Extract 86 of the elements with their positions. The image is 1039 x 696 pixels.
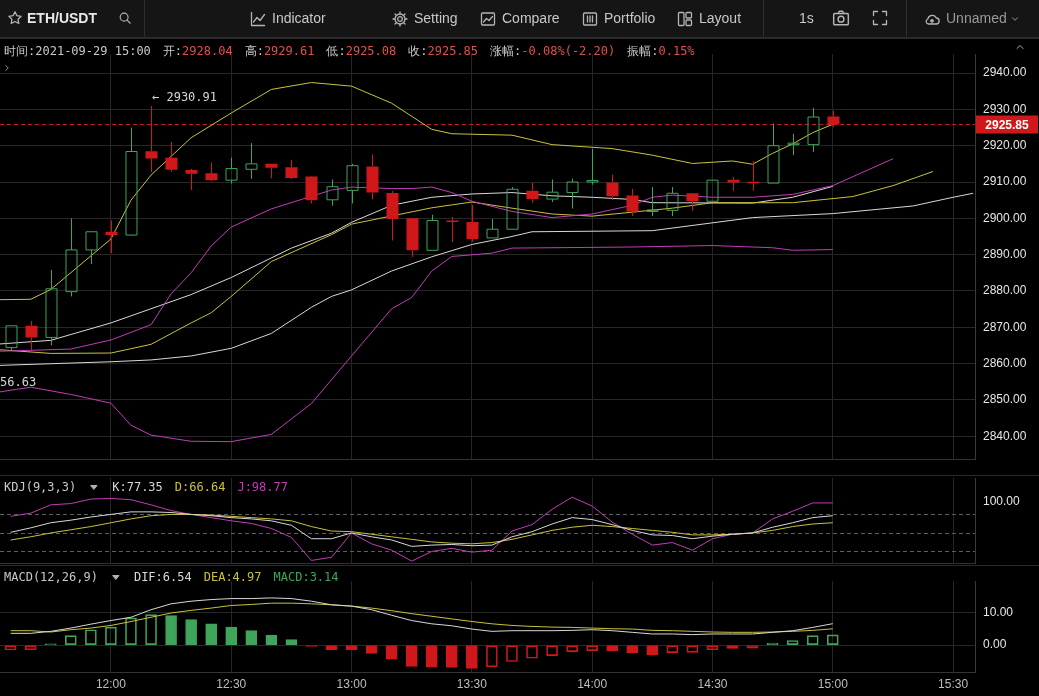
y-tick-label: 10.00 (983, 604, 1014, 619)
text: MACD:3.14 (273, 570, 339, 584)
candlestick (305, 176, 318, 204)
y-tick-label: 2900.00 (983, 210, 1027, 225)
annotation: 56.63 (0, 375, 37, 389)
y-tick-label: 0.00 (983, 637, 1007, 652)
candlestick (366, 153, 379, 200)
candlestick (646, 186, 659, 217)
x-tick-label: 15:00 (817, 676, 849, 691)
candlestick (606, 174, 619, 201)
bar (405, 645, 418, 667)
bar (445, 645, 458, 668)
y-tick-label: 2920.00 (983, 138, 1027, 153)
annotation: ← 2930.91 (152, 90, 218, 104)
bar (165, 615, 177, 645)
candlestick (5, 325, 18, 352)
candlestick (326, 178, 339, 207)
candlestick (386, 190, 399, 241)
ref-line-label: 2925.85 (985, 117, 1030, 132)
candlestick (787, 133, 800, 156)
series-label: D:66.64 (174, 480, 226, 494)
candlestick (686, 193, 699, 212)
bar (345, 645, 358, 651)
text: Portfolio (604, 10, 656, 26)
y-tick-label: 2910.00 (983, 174, 1027, 189)
x-tick-label: 13:30 (456, 676, 488, 691)
bar (285, 639, 298, 645)
candlestick (586, 148, 599, 186)
candlestick (45, 269, 58, 346)
x-tick-label: 13:00 (336, 676, 367, 691)
candlestick (506, 186, 519, 230)
candlestick (25, 320, 38, 352)
candlestick (165, 141, 178, 173)
candlestick (205, 161, 218, 181)
text: J:98.77 (237, 480, 288, 494)
candlestick (466, 204, 479, 243)
bar (425, 645, 438, 668)
candlestick (65, 217, 78, 297)
bar (325, 645, 338, 651)
text: Compare (502, 10, 560, 26)
text: Setting (414, 10, 458, 26)
x-tick-label: 15:30 (938, 676, 969, 691)
y-tick-label: 2890.00 (983, 246, 1027, 261)
candlestick (546, 178, 559, 203)
x-tick-label: 14:30 (697, 676, 728, 691)
candlestick (125, 127, 138, 236)
y-tick-label: 2850.00 (983, 392, 1027, 407)
candlestick (526, 182, 539, 204)
text: Unnamed (946, 10, 1007, 26)
candlestick (185, 170, 198, 191)
text: 时间:2021-09-29 15:00 开:2928.04 高:2929.61 低:2925.08 收:2925.85 涨幅:-0.08%(-2.20) 振幅:0.15% (4, 44, 695, 58)
y-tick-label: 2860.00 (983, 355, 1027, 370)
y-tick-label: 2930.00 (983, 101, 1027, 116)
candlestick (85, 231, 98, 265)
y-tick-label: 2880.00 (983, 283, 1027, 298)
y-tick-label: 2840.00 (983, 428, 1027, 443)
text: Indicator (272, 10, 326, 26)
series-label: DIF:6.54 (133, 570, 192, 584)
bar (466, 645, 478, 669)
series-label: DEA:4.97 (203, 570, 262, 584)
candlestick (666, 186, 679, 217)
candlestick (265, 163, 278, 179)
candlestick (285, 159, 298, 179)
text: Layout (699, 10, 742, 26)
candlestick (245, 142, 258, 180)
x-tick-label: 12:30 (216, 676, 247, 691)
x-tick-label: 12:00 (95, 676, 127, 691)
x-tick-label: 14:00 (577, 676, 608, 691)
candlestick (406, 218, 419, 258)
chart-title: KDJ(9,3,3) (4, 480, 77, 494)
candlestick (807, 107, 820, 153)
bar (606, 645, 619, 652)
candlestick (767, 123, 780, 184)
text: ETH/USDT (27, 10, 97, 26)
bar (205, 623, 218, 645)
text: 100.00 (983, 494, 1020, 508)
chart-title: MACD(12,26,9) (4, 570, 98, 584)
candlestick (626, 188, 639, 217)
y-tick-label: 2870.00 (983, 319, 1027, 334)
candlestick (566, 178, 579, 210)
series-label: K:77.35 (112, 480, 163, 494)
candlestick (486, 218, 499, 239)
candlestick (105, 220, 118, 254)
text: 1s (799, 10, 814, 26)
y-tick-label: 2940.00 (983, 65, 1027, 80)
bar (185, 619, 197, 645)
